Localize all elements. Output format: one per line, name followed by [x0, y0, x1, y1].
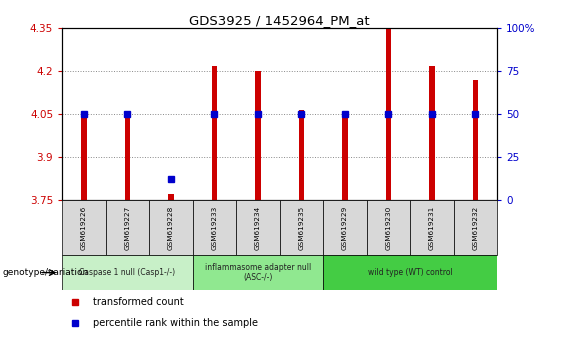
Text: GSM619235: GSM619235: [298, 205, 305, 250]
Bar: [280, 200, 323, 255]
Bar: [125, 117, 130, 200]
Bar: [62, 200, 106, 255]
Text: GSM619232: GSM619232: [472, 205, 479, 250]
Text: GSM619231: GSM619231: [429, 205, 435, 250]
Bar: [106, 200, 149, 255]
Bar: [473, 80, 478, 200]
Bar: [81, 117, 86, 200]
Bar: [193, 255, 323, 290]
Bar: [323, 200, 367, 255]
Bar: [236, 200, 280, 255]
Text: transformed count: transformed count: [93, 297, 184, 307]
Text: GSM619233: GSM619233: [211, 205, 218, 250]
Text: percentile rank within the sample: percentile rank within the sample: [93, 318, 258, 329]
Bar: [212, 65, 217, 200]
Text: inflammasome adapter null
(ASC-/-): inflammasome adapter null (ASC-/-): [205, 263, 311, 282]
Bar: [255, 71, 260, 200]
Bar: [342, 117, 347, 200]
Text: GSM619230: GSM619230: [385, 205, 392, 250]
Bar: [410, 200, 454, 255]
Text: GSM619234: GSM619234: [255, 205, 261, 250]
Text: Caspase 1 null (Casp1-/-): Caspase 1 null (Casp1-/-): [79, 268, 176, 277]
Text: wild type (WT) control: wild type (WT) control: [368, 268, 453, 277]
Bar: [168, 194, 173, 200]
Text: GSM619226: GSM619226: [81, 205, 87, 250]
Text: GSM619228: GSM619228: [168, 205, 174, 250]
Bar: [454, 200, 497, 255]
Text: GSM619229: GSM619229: [342, 205, 348, 250]
Bar: [323, 255, 497, 290]
Bar: [367, 200, 410, 255]
Bar: [299, 110, 304, 200]
Bar: [62, 255, 193, 290]
Bar: [193, 200, 236, 255]
Bar: [149, 200, 193, 255]
Title: GDS3925 / 1452964_PM_at: GDS3925 / 1452964_PM_at: [189, 14, 370, 27]
Bar: [386, 28, 391, 200]
Text: genotype/variation: genotype/variation: [3, 268, 89, 277]
Text: GSM619227: GSM619227: [124, 205, 131, 250]
Bar: [429, 65, 434, 200]
